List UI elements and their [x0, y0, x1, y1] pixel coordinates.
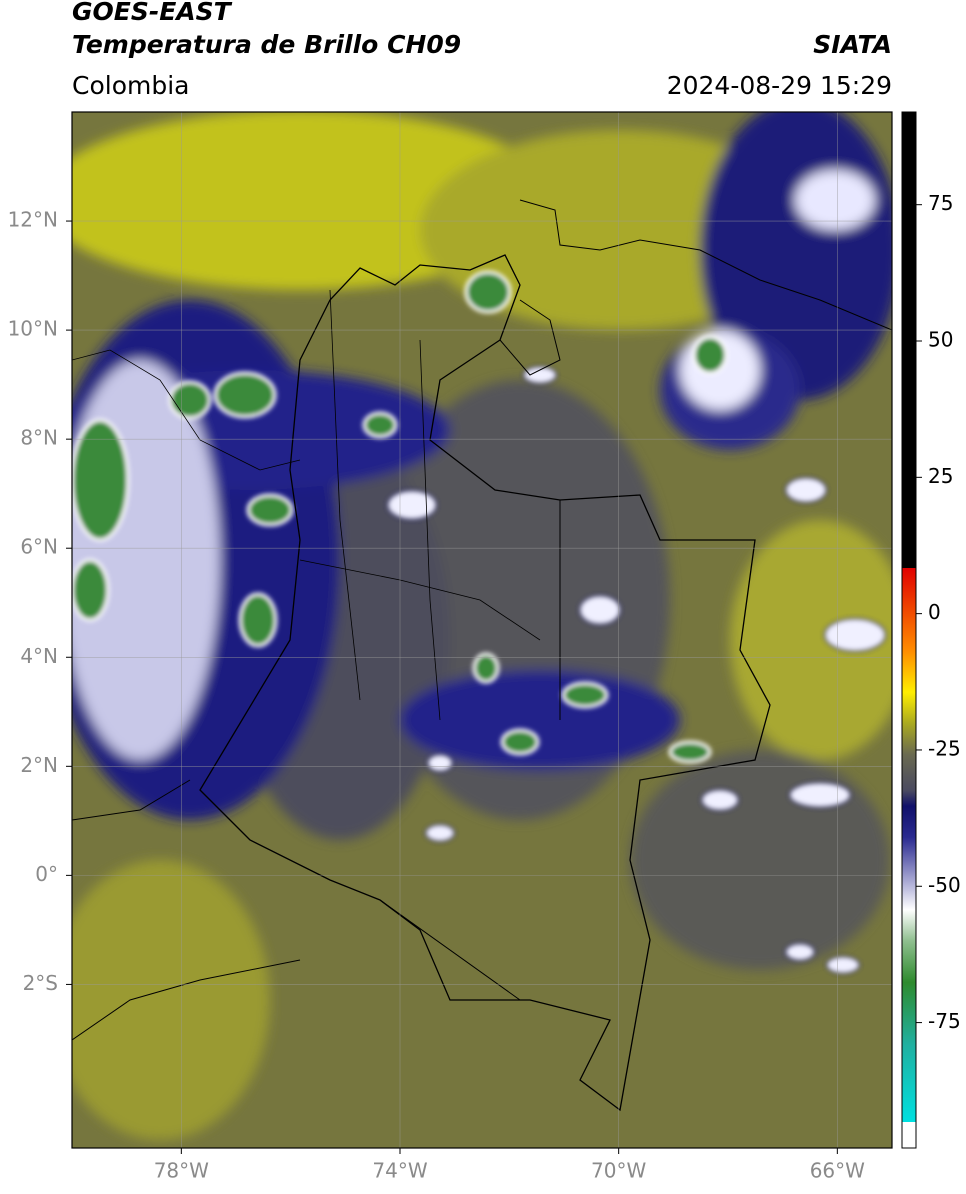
- y-tick-label: 2°N: [20, 753, 58, 777]
- map-frame: [71, 111, 893, 1149]
- y-tick-label: 2°S: [23, 971, 58, 995]
- x-tick-label: 70°W: [591, 1159, 646, 1183]
- y-tick-label: 0°: [35, 862, 58, 886]
- datetime: 2024-08-29 15:29: [667, 71, 892, 100]
- colorbar-tick-label: 50: [928, 328, 953, 352]
- x-tick-label: 78°W: [154, 1159, 209, 1183]
- colorbar-tick-label: -25: [928, 736, 961, 760]
- grid: [72, 112, 892, 1148]
- colorbar-tick-label: -75: [928, 1009, 961, 1033]
- colorbar-tick-label: 25: [928, 464, 953, 488]
- y-tick-label: 4°N: [20, 644, 58, 668]
- satellite-image: [72, 112, 892, 1148]
- source: SIATA: [813, 30, 892, 59]
- colorbar-tick-label: 0: [928, 600, 941, 624]
- y-tick-label: 12°N: [8, 208, 58, 232]
- colorbar-tick-label: 75: [928, 191, 953, 215]
- y-tick-label: 8°N: [20, 426, 58, 450]
- subtitle: Temperatura de Brillo CH09: [72, 30, 461, 59]
- x-tick-label: 66°W: [810, 1159, 865, 1183]
- internal-borders: [72, 289, 541, 721]
- colorbar-tick-label: -50: [928, 873, 961, 897]
- y-tick-label: 6°N: [20, 535, 58, 559]
- boundary-lines: [72, 199, 892, 1041]
- region: Colombia: [72, 71, 189, 100]
- title: GOES-EAST: [72, 0, 233, 26]
- x-tick-label: 74°W: [372, 1159, 427, 1183]
- y-tick-label: 10°N: [8, 317, 58, 341]
- colorbar: [901, 111, 917, 1149]
